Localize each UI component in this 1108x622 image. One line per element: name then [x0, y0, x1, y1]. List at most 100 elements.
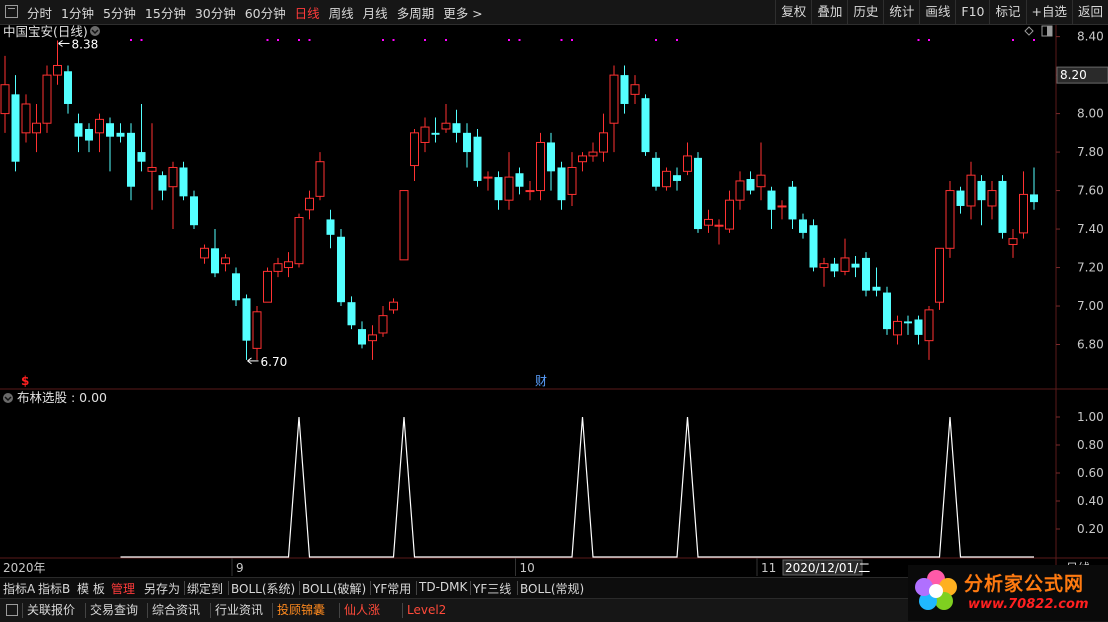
- signal-dot: [445, 39, 447, 41]
- indicator-tab-3[interactable]: 管理: [111, 582, 136, 596]
- low-price-label: 6.70: [261, 355, 288, 369]
- period-tab-10[interactable]: 更多 >: [443, 5, 483, 21]
- status-separator: [339, 603, 340, 618]
- status-button-2[interactable]: 综合资讯: [152, 603, 201, 617]
- candle-body-down: [242, 298, 251, 341]
- period-tab-4[interactable]: 30分钟: [194, 5, 236, 21]
- candle-body-down: [788, 186, 797, 220]
- tool-button-0[interactable]: 复权: [775, 0, 811, 24]
- high-price-label: 8.38: [72, 37, 99, 51]
- signal-dot: [571, 39, 573, 41]
- signal-dot: [508, 39, 510, 41]
- candle-body-down: [883, 292, 891, 330]
- signal-dot: [928, 39, 930, 41]
- candle-body-up: [662, 170, 671, 188]
- candle-body-down: [851, 263, 860, 268]
- candle-body-down: [127, 132, 135, 187]
- signal-dot: [1012, 39, 1014, 41]
- candle-body-down: [74, 123, 83, 137]
- status-separator: [210, 603, 211, 618]
- candle-body-up: [725, 199, 734, 230]
- tool-button-2[interactable]: 历史: [847, 0, 883, 24]
- indicator-settings-icon[interactable]: [3, 393, 13, 403]
- candle-body-down: [830, 263, 839, 272]
- period-tab-5[interactable]: 60分钟: [244, 5, 286, 21]
- signal-dot: [392, 39, 395, 41]
- period-tab-6[interactable]: 日线: [294, 5, 320, 21]
- candle-body-up: [893, 320, 902, 336]
- indicator-tab-0[interactable]: 指标A: [3, 582, 36, 596]
- indicator-tab-1[interactable]: 指标B: [38, 582, 71, 596]
- tool-button-1[interactable]: 叠加: [811, 0, 847, 24]
- indicator-tab-7[interactable]: BOLL(破解): [302, 582, 367, 596]
- candle-body-up: [945, 190, 955, 249]
- candle-body-up: [683, 155, 692, 172]
- date-month-label: 11: [761, 561, 776, 575]
- signal-dot: [308, 39, 311, 41]
- status-button-5[interactable]: 仙人涨: [344, 603, 381, 617]
- status-button-3[interactable]: 行业资讯: [215, 603, 264, 617]
- period-tab-2[interactable]: 5分钟: [102, 5, 136, 21]
- chart-area[interactable]: 6.807.007.207.407.607.808.008.208.408.20…: [0, 25, 1108, 576]
- indicator-tab-6[interactable]: BOLL(系统): [231, 582, 296, 596]
- tool-button-4[interactable]: 画线: [919, 0, 955, 24]
- tool-button-7[interactable]: +自选: [1025, 0, 1072, 24]
- status-button-6[interactable]: Level2: [407, 603, 447, 617]
- signal-dot: [518, 39, 521, 41]
- candle-body-down: [652, 157, 660, 187]
- candle-body-down: [158, 175, 167, 191]
- period-tab-3[interactable]: 15分钟: [144, 5, 186, 21]
- indicator-title: 布林选股 : 0.00: [17, 390, 107, 405]
- signal-dot: [424, 39, 426, 41]
- candle-body-up: [599, 132, 608, 153]
- window-toggle-fill: [1047, 26, 1052, 36]
- tool-button-8[interactable]: 返回: [1071, 0, 1108, 24]
- status-button-0[interactable]: 关联报价: [27, 603, 76, 617]
- signal-dot: [130, 39, 132, 41]
- candle-body-up: [294, 217, 304, 265]
- indicator-tab-5[interactable]: 绑定到: [187, 582, 224, 596]
- candle-body-up: [966, 174, 976, 207]
- tool-button-5[interactable]: F10: [955, 0, 989, 24]
- period-tab-9[interactable]: 多周期: [396, 5, 435, 21]
- indicator-tab-2[interactable]: 模 板: [77, 582, 105, 596]
- indicator-tab-8[interactable]: YF常用: [373, 582, 412, 596]
- current-price-box: [1056, 66, 1108, 84]
- indicator-tab-10[interactable]: YF三线: [473, 582, 512, 596]
- stock-settings-icon[interactable]: [90, 26, 100, 36]
- candle-body-up: [389, 301, 398, 311]
- tab-separator: [470, 581, 471, 595]
- indicator-tab-4[interactable]: 另存为: [144, 582, 181, 596]
- candle-body-down: [620, 75, 629, 104]
- window-icon[interactable]: [6, 604, 18, 616]
- period-tab-7[interactable]: 周线: [328, 5, 354, 21]
- period-tab-0[interactable]: 分时: [27, 5, 53, 21]
- status-button-1[interactable]: 交易查询: [90, 603, 139, 617]
- signal-dot: [917, 39, 920, 41]
- candle-body-up: [630, 84, 640, 95]
- logo-url-text: www.70822.com: [968, 597, 1089, 612]
- date-month-label: 9: [236, 561, 244, 575]
- indicator-tab-9[interactable]: TD-DMK: [419, 580, 468, 594]
- candle-body-up: [42, 74, 52, 124]
- candle-body-up: [284, 261, 293, 269]
- candle-body-down: [547, 142, 555, 172]
- tool-button-3[interactable]: 统计: [883, 0, 919, 24]
- candle-body-down: [557, 167, 566, 201]
- period-tab-1[interactable]: 1分钟: [61, 5, 94, 21]
- signal-dot: [655, 39, 657, 41]
- indicator-tab-11[interactable]: BOLL(常规): [520, 582, 585, 596]
- signal-dot: [382, 39, 384, 41]
- candle-body-down: [977, 180, 986, 201]
- signal-dot: [676, 39, 678, 41]
- tool-button-6[interactable]: 标记: [989, 0, 1025, 24]
- candle-body-down: [431, 132, 440, 135]
- candle-body-down: [64, 71, 72, 104]
- menu-icon[interactable]: [5, 5, 18, 18]
- status-separator: [402, 603, 403, 618]
- candle-body-up: [756, 174, 766, 188]
- period-tab-8[interactable]: 月线: [362, 5, 388, 21]
- status-button-4[interactable]: 投顾锦囊: [277, 603, 326, 617]
- diamond-icon[interactable]: [1024, 26, 1034, 36]
- candle-body-up: [21, 103, 31, 134]
